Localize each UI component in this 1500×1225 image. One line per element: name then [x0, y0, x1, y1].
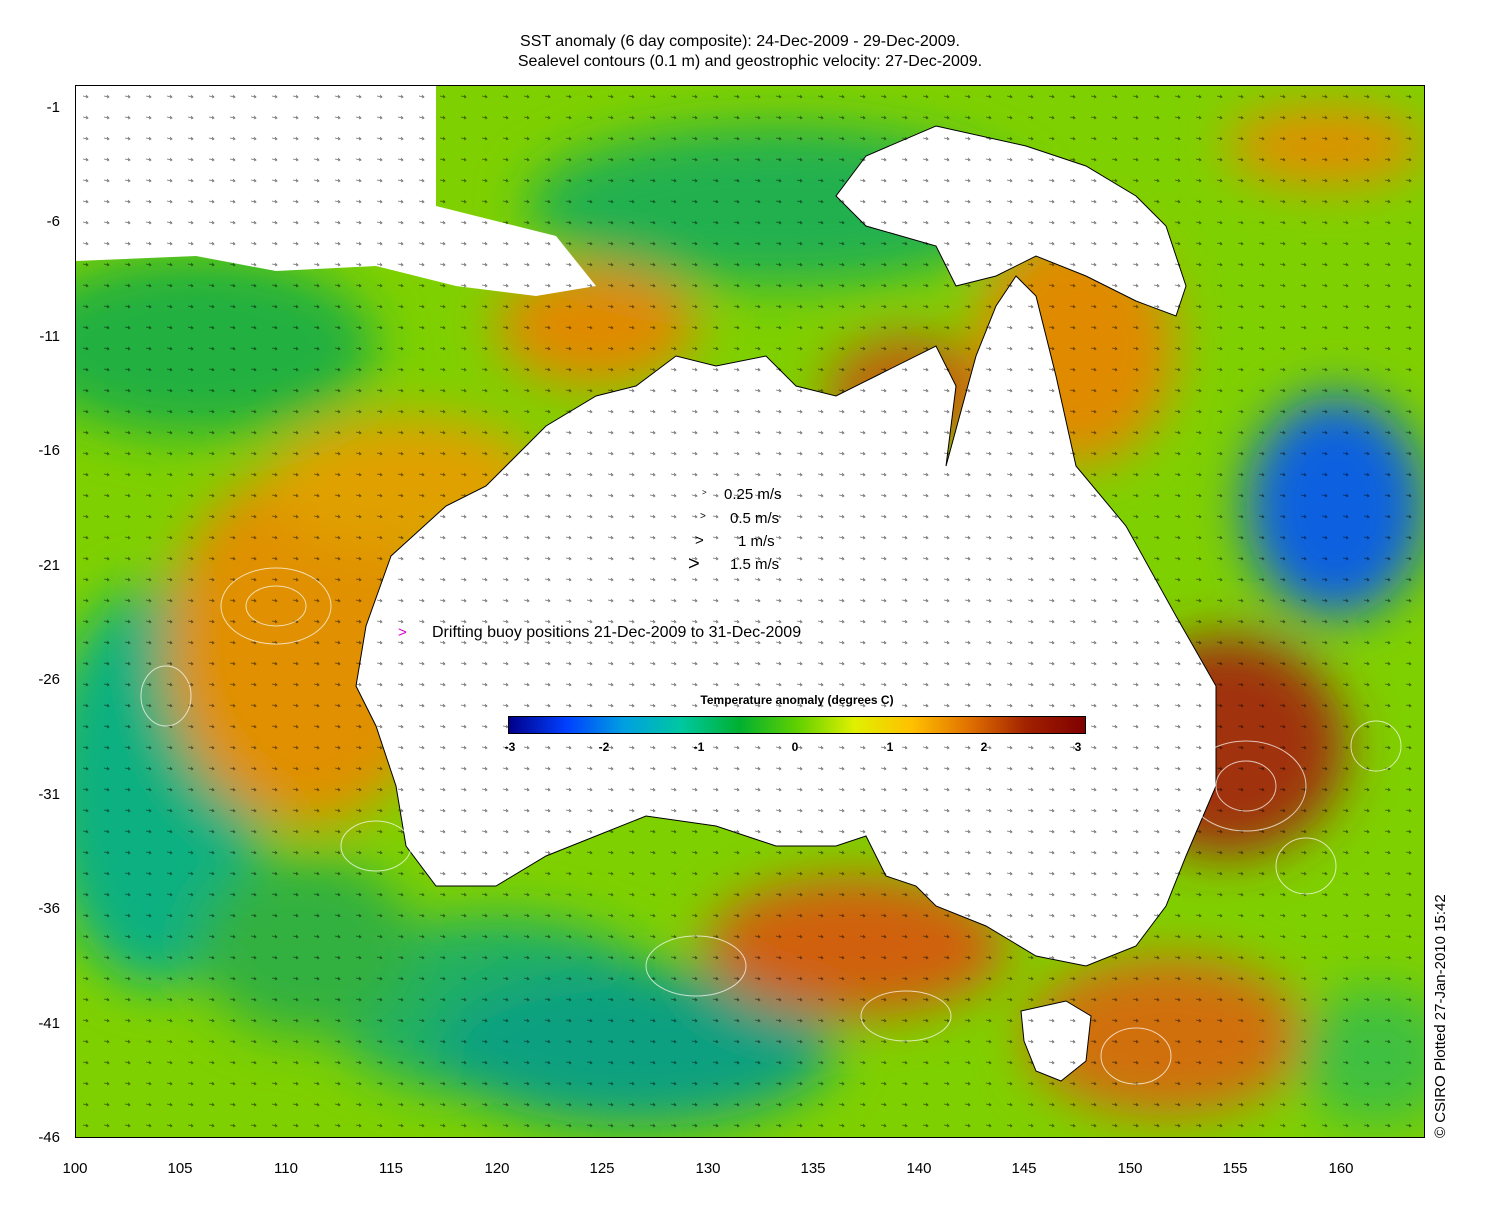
- colorbar-title: Temperature anomaly (degrees C): [700, 693, 894, 707]
- buoy-marker-icon: >: [398, 624, 407, 641]
- x-tick-label: 120: [484, 1160, 510, 1177]
- velocity-legend-label: 1 m/s: [738, 533, 775, 550]
- x-tick-label: 145: [1011, 1160, 1037, 1177]
- buoy-legend-label: Drifting buoy positions 21-Dec-2009 to 3…: [432, 624, 802, 641]
- x-tick-label: 125: [589, 1160, 615, 1177]
- x-tick-label: 160: [1328, 1160, 1354, 1177]
- map-canvas: [76, 86, 1424, 1137]
- velocity-arrow-icon: >: [702, 488, 707, 497]
- x-tick-label: 140: [906, 1160, 932, 1177]
- velocity-legend-label: 0.25 m/s: [724, 486, 782, 503]
- x-tick-label: 100: [62, 1160, 88, 1177]
- y-tick-label: -1: [46, 99, 60, 116]
- y-tick-label: -6: [46, 213, 60, 230]
- y-tick-label: -16: [38, 442, 60, 459]
- y-tick-label: -36: [38, 900, 60, 917]
- y-tick-label: -41: [38, 1015, 60, 1032]
- x-tick-label: 135: [800, 1160, 826, 1177]
- sealevel-contours: [140, 567, 1402, 1085]
- colorbar-tick-label: 3: [1074, 740, 1082, 754]
- temperature-colorbar: [508, 716, 1086, 734]
- y-tick-label: -31: [38, 786, 60, 803]
- colorbar-tick-label: -3: [504, 740, 516, 754]
- y-tick-label: -26: [38, 671, 60, 688]
- velocity-legend-label: 1.5 m/s: [730, 556, 780, 573]
- velocity-arrow-icon: >: [700, 511, 706, 522]
- colorbar-tick-label: 0: [791, 740, 799, 754]
- colorbar-tick-label: 2: [980, 740, 988, 754]
- x-tick-label: 110: [274, 1160, 298, 1177]
- colorbar-tick-label: 1: [886, 740, 894, 754]
- velocity-arrow-icon: >: [688, 553, 700, 575]
- x-tick-label: 105: [167, 1160, 193, 1177]
- y-tick-label: -21: [38, 557, 60, 574]
- y-tick-label: -46: [38, 1129, 60, 1146]
- velocity-vector-field: [76, 86, 1424, 1137]
- map-title-line-1: SST anomaly (6 day composite): 24-Dec-20…: [520, 33, 960, 50]
- colorbar-tick-label: -1: [693, 740, 705, 754]
- sst-anomaly-map: [75, 85, 1425, 1138]
- y-tick-label: -11: [39, 328, 60, 345]
- x-tick-label: 150: [1117, 1160, 1143, 1177]
- x-tick-label: 130: [695, 1160, 721, 1177]
- colorbar-tick-label: -2: [598, 740, 610, 754]
- x-tick-label: 115: [379, 1160, 403, 1177]
- x-tick-label: 155: [1222, 1160, 1248, 1177]
- credit-text: © CSIRO Plotted 27-Jan-2010 15:42: [1432, 894, 1449, 1138]
- map-title-line-2: Sealevel contours (0.1 m) and geostrophi…: [517, 53, 983, 70]
- velocity-arrow-icon: >: [695, 532, 704, 549]
- velocity-legend-label: 0.5 m/s: [730, 510, 780, 527]
